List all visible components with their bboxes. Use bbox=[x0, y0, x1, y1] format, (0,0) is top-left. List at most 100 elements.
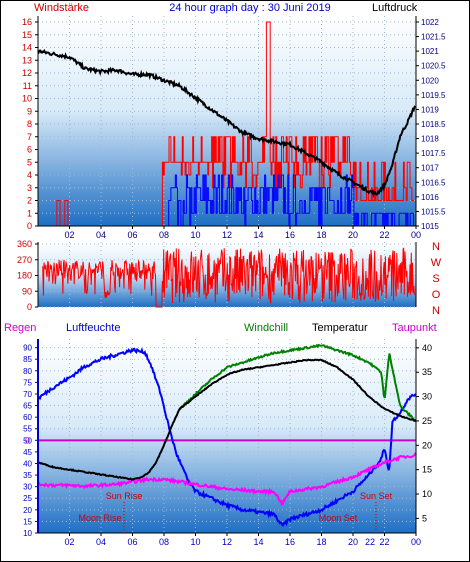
freezing-marker-label: 0 bbox=[25, 435, 30, 445]
pressure-tick-label: 1020.5 bbox=[421, 62, 446, 71]
temperature-x-ticks: 02 04 06 08 10 12 14 16 18 20 22 00 bbox=[64, 533, 421, 547]
wind-tick-label: 5 bbox=[27, 157, 32, 167]
x-tick-label: 08 bbox=[159, 230, 169, 240]
x-tick-label: 18 bbox=[316, 537, 326, 547]
wind-speed-series bbox=[38, 21, 414, 227]
x-tick-label: 00 bbox=[411, 230, 421, 240]
wind-tick-label: 13 bbox=[22, 55, 32, 65]
humidity-tick-label: 20 bbox=[23, 506, 32, 515]
windchill-series-line bbox=[179, 343, 417, 422]
humidity-tick-label: 65 bbox=[23, 402, 32, 411]
wind-speed-trace bbox=[38, 21, 414, 227]
temperature-tick-label: 15 bbox=[422, 465, 432, 475]
pressure-title: Luftdruck bbox=[372, 2, 418, 14]
wind-gust-series bbox=[162, 174, 414, 227]
sun-rise-label: Sun Rise bbox=[106, 491, 143, 501]
x-tick-label: 14 bbox=[253, 230, 263, 240]
pressure-tick-label: 1022 bbox=[421, 18, 439, 27]
wind-tick-label: 11 bbox=[23, 81, 32, 91]
compass-label: S bbox=[432, 273, 439, 285]
legend-temperature: Temperatur bbox=[312, 322, 368, 334]
humidity-tick-label: 40 bbox=[23, 459, 32, 468]
temperature-tick-label: 30 bbox=[422, 392, 432, 402]
wind-tick-label: 12 bbox=[22, 68, 32, 78]
moon-set-label: Moon Set bbox=[319, 513, 358, 523]
legend-humidity: Luftfeuchte bbox=[66, 322, 120, 334]
x-tick-label: 00 bbox=[411, 537, 421, 547]
compass-label: N bbox=[432, 241, 440, 253]
humidity-series-line bbox=[37, 347, 417, 528]
wind-tick-label: 1 bbox=[27, 208, 32, 218]
humidity-tick-label: 70 bbox=[23, 390, 32, 399]
x-tick-label: 06 bbox=[127, 537, 137, 547]
x-tick-label: 02 bbox=[64, 537, 74, 547]
wind-tick-label: 9 bbox=[27, 106, 32, 116]
wind-direction-series-line bbox=[42, 247, 415, 308]
temperature-humidity-panel: 10 15 20 25 30 35 40 45 50 55 60 65 70 75 80 85 90 5 10 15… bbox=[23, 339, 432, 547]
x-tick-label: 12 bbox=[222, 537, 232, 547]
pressure-series-line bbox=[37, 48, 417, 199]
pressure-tick-label: 1018.5 bbox=[421, 120, 446, 129]
x-tick-label: 20 bbox=[348, 230, 358, 240]
direction-tick-label: 180 bbox=[17, 271, 32, 281]
direction-degree-ticks: 0 90 180 270 360 bbox=[17, 239, 38, 312]
wind-tick-label: 7 bbox=[27, 132, 32, 142]
wind-tick-label: 15 bbox=[22, 30, 32, 40]
temperature-tick-label: 25 bbox=[422, 416, 432, 426]
wind-tick-label: 3 bbox=[27, 183, 32, 193]
pressure-tick-label: 1018 bbox=[421, 135, 439, 144]
humidity-tick-label: 10 bbox=[23, 529, 32, 538]
x-tick-label: 02 bbox=[64, 230, 74, 240]
wind-tick-label: 0 bbox=[27, 221, 32, 231]
humidity-tick-label: 55 bbox=[23, 425, 32, 434]
wind-tick-label: 14 bbox=[22, 43, 32, 53]
pressure-tick-label: 1016.5 bbox=[421, 178, 446, 187]
legend-windchill: Windchill bbox=[244, 322, 288, 334]
moon-rise-label: Moon Rise bbox=[78, 513, 121, 523]
compass-label: N bbox=[432, 305, 440, 317]
pressure-tick-label: 1019 bbox=[421, 105, 439, 114]
x-tick-label: 16 bbox=[285, 537, 295, 547]
x-tick-label: 18 bbox=[316, 230, 326, 240]
temperature-axis-ticks: 5 10 15 20 25 30 35 40 bbox=[416, 343, 432, 523]
x-tick-label: 10 bbox=[190, 537, 200, 547]
humidity-tick-label: 50 bbox=[23, 436, 32, 445]
humidity-tick-label: 85 bbox=[23, 355, 32, 364]
humidity-tick-label: 45 bbox=[23, 448, 32, 457]
pressure-tick-label: 1015.5 bbox=[421, 207, 446, 216]
humidity-tick-label: 30 bbox=[23, 483, 32, 492]
legend-rain: Regen bbox=[4, 322, 36, 334]
x-tick-label: 04 bbox=[96, 230, 106, 240]
temperature-tick-label: 10 bbox=[422, 489, 432, 499]
wind-pressure-x-ticks: 02 04 06 08 10 12 14 16 18 20 22 00 bbox=[64, 226, 421, 240]
wind-tick-label: 4 bbox=[27, 170, 32, 180]
wind-tick-label: 2 bbox=[27, 196, 32, 206]
compass-label: O bbox=[432, 289, 441, 301]
humidity-tick-label: 90 bbox=[23, 344, 32, 353]
humidity-tick-label: 25 bbox=[23, 494, 32, 503]
graph-title: 24 hour graph day : 30 Juni 2019 bbox=[169, 2, 330, 14]
direction-tick-label: 0 bbox=[27, 302, 32, 312]
wind-tick-label: 6 bbox=[27, 145, 32, 155]
pressure-tick-label: 1020 bbox=[421, 76, 439, 85]
wind-strength-title: Windstärke bbox=[34, 2, 89, 14]
pressure-tick-label: 1021 bbox=[421, 47, 439, 56]
humidity-axis-ticks: 10 15 20 25 30 35 40 45 50 55 60 65 70 75 80 85 90 bbox=[23, 344, 38, 538]
pressure-tick-label: 1021.5 bbox=[421, 33, 446, 42]
humidity-tick-label: 60 bbox=[23, 413, 32, 422]
x-tick-label: 14 bbox=[253, 537, 263, 547]
temperature-tick-label: 5 bbox=[422, 513, 427, 523]
x-tick-label: 10 bbox=[190, 230, 200, 240]
wind-tick-label: 8 bbox=[27, 119, 32, 129]
x-tick-label: 04 bbox=[96, 537, 106, 547]
compass-label: W bbox=[431, 257, 442, 269]
dewpoint-series-line bbox=[37, 452, 417, 506]
direction-tick-label: 90 bbox=[22, 286, 32, 296]
pressure-tick-label: 1017 bbox=[421, 164, 439, 173]
wind-tick-label: 10 bbox=[22, 94, 32, 104]
x-tick-label: 22 bbox=[379, 537, 389, 547]
